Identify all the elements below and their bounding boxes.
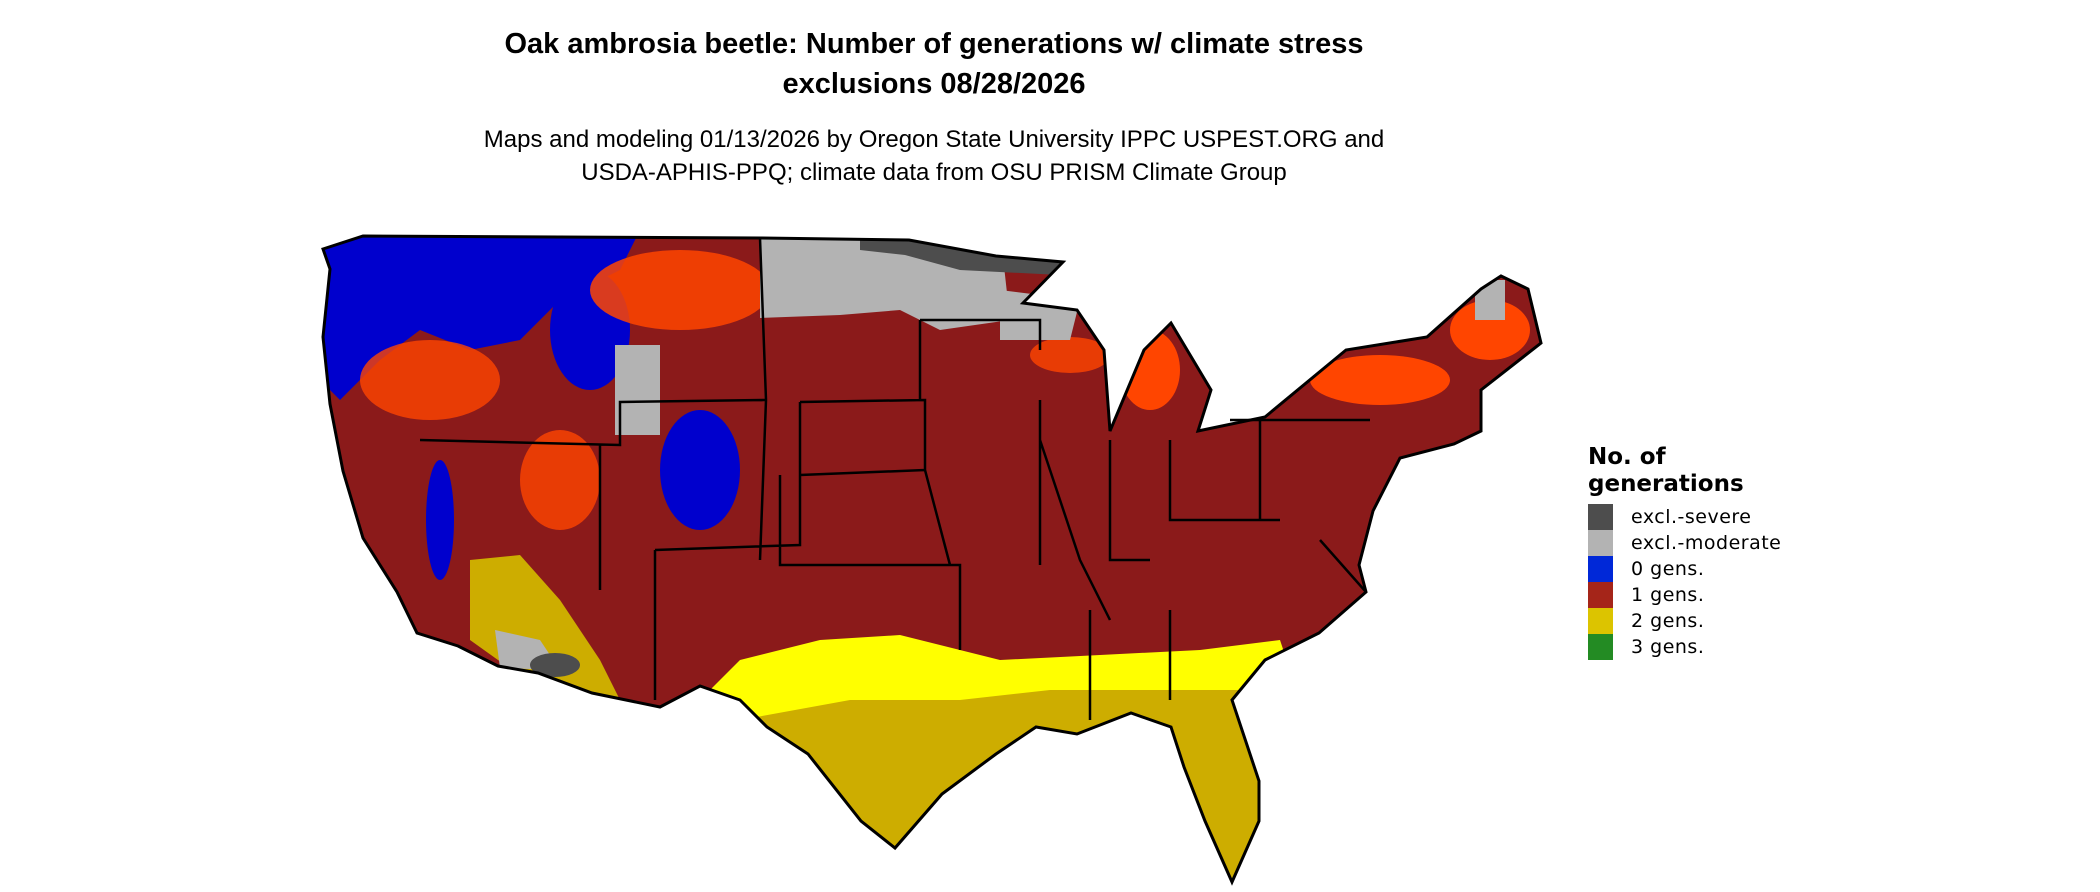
region-0-gen-rockies [660,410,740,530]
region-orange-montana [590,250,770,330]
region-orange-wisconsin [1030,337,1110,373]
legend-swatch [1588,582,1613,608]
legend-item-1-gens: 1 gens. [1588,582,1781,608]
legend-swatch [1588,556,1613,582]
legend-title-line1: No. of [1588,444,1666,470]
legend-item-excl-severe: excl.-severe [1588,504,1781,530]
map-title-line2: exclusions 08/28/2026 [782,68,1086,100]
legend-label: 0 gens. [1631,558,1705,580]
region-excl-severe-arizona [530,653,580,677]
legend-label: 1 gens. [1631,584,1705,606]
state-borders [419,237,1370,720]
legend-swatch [1588,634,1613,660]
subtitle-line2: USDA-APHIS-PPQ; climate data from OSU PR… [581,159,1287,186]
legend-item-0-gens: 0 gens. [1588,556,1781,582]
legend-item-2-gens: 2 gens. [1588,608,1781,634]
legend-swatch [1588,608,1613,634]
region-excl-moderate-wyoming [615,345,660,435]
legend-label: 2 gens. [1631,610,1705,632]
region-excl-moderate-maine [1475,280,1505,320]
legend-swatch [1588,504,1613,530]
legend-item-3-gens: 3 gens. [1588,634,1781,660]
region-0-gen-northwest [323,236,640,400]
region-orange-oregon [360,340,500,420]
legend-label: 3 gens. [1631,636,1705,658]
subtitle-line1: Maps and modeling 01/13/2026 by Oregon S… [483,126,1385,153]
region-orange-newengland [1450,300,1530,360]
legend-title-line2: generations [1588,471,1744,497]
legend: No. of generations excl.-severe excl.-mo… [1588,444,1781,660]
legend-swatch [1588,530,1613,556]
region-0-gen-sierra [426,460,454,580]
region-orange-utah [520,430,600,530]
legend-label: excl.-moderate [1631,532,1782,554]
legend-label: excl.-severe [1631,506,1752,528]
legend-item-excl-moderate: excl.-moderate [1588,530,1781,556]
region-2-gen-gold [700,690,1300,882]
map-title-line1: Oak ambrosia beetle: Number of generatio… [504,28,1364,60]
region-orange-newyork [1310,355,1450,405]
